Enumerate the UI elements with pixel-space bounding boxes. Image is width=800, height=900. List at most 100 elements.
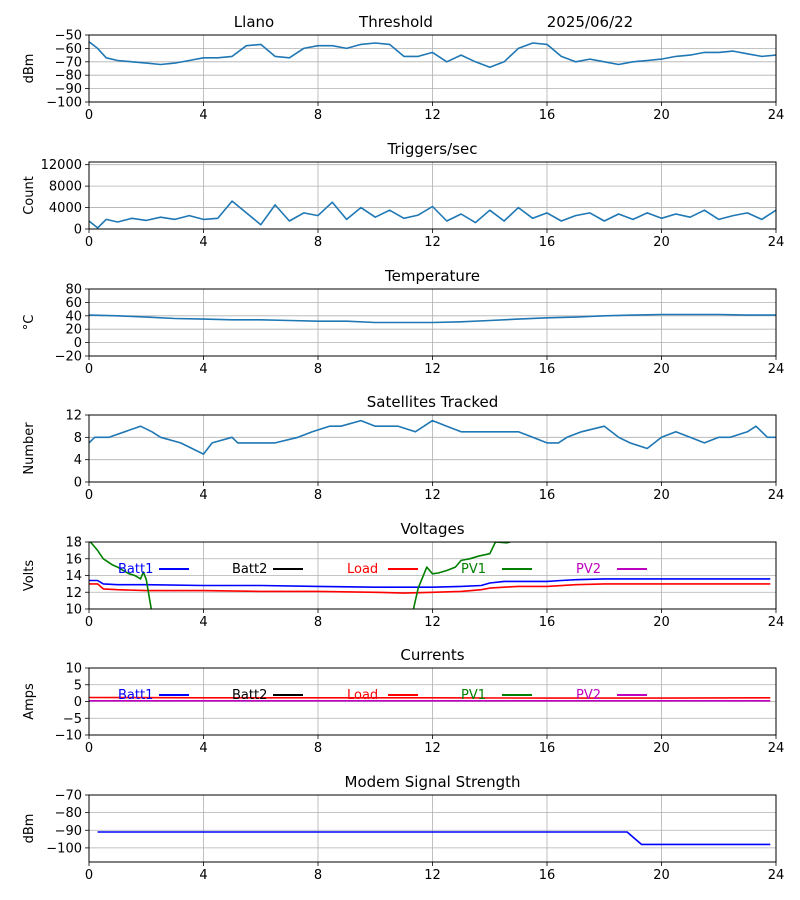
legend-label-batt2: Batt2 (232, 562, 267, 577)
x-tick-label: 24 (768, 362, 785, 377)
x-tick-label: 12 (424, 741, 441, 756)
x-tick-label: 12 (424, 108, 441, 123)
legend-label-batt1: Batt1 (118, 562, 153, 577)
chart-panel-threshold: 0 4 8 12 16 20 24 −100−90−80−70−60−50 dBm (22, 29, 784, 124)
chart-panel-triggers: 0 4 8 12 16 20 24 0 4000 8000 12000 Triggers/sec Cou… (22, 140, 784, 250)
y-tick-label: 0 (74, 223, 82, 238)
x-tick-label: 8 (314, 235, 322, 250)
chart-title: Triggers/sec (387, 140, 478, 158)
x-tick-label: 0 (85, 868, 93, 883)
x-tick-label: 8 (314, 741, 322, 756)
series-group (89, 419, 776, 455)
y-axis-label: Count (22, 176, 37, 215)
y-tick-label: 0 (74, 336, 82, 351)
x-tick-label: 16 (539, 488, 556, 503)
y-tick-label: 10 (65, 603, 82, 618)
y-axis-label: dBm (22, 814, 37, 844)
x-tick-label: 16 (539, 235, 556, 250)
x-tick-label: 24 (768, 108, 785, 123)
x-tick-label: 24 (768, 615, 785, 630)
y-tick-label: 60 (65, 296, 82, 311)
y-tick-label: −20 (55, 350, 82, 365)
x-tick-label: 4 (199, 362, 207, 377)
x-tick-label: 16 (539, 741, 556, 756)
x-tick-label: 8 (314, 488, 322, 503)
y-tick-label: 8000 (49, 180, 82, 195)
x-tick-label: 20 (653, 615, 670, 630)
x-tick-label: 4 (199, 235, 207, 250)
y-tick-label: −80 (55, 69, 82, 84)
header-mode: Threshold (358, 13, 433, 31)
y-tick-label: −60 (55, 42, 82, 57)
chart-title: Satellites Tracked (367, 393, 498, 411)
y-tick-label: 16 (65, 552, 82, 567)
header-date: 2025/06/22 (547, 13, 633, 31)
x-tick-label: 0 (85, 235, 93, 250)
y-tick-label: −10 (55, 729, 82, 744)
x-tick-label: 8 (314, 362, 322, 377)
series-line (89, 313, 776, 324)
series-line-load (89, 583, 771, 594)
y-axis-label: °C (22, 315, 37, 331)
series-line (89, 419, 776, 455)
series-group (89, 41, 776, 68)
legend-label-pv2: PV2 (576, 688, 601, 703)
x-tick-label: 4 (199, 488, 207, 503)
x-tick-label: 12 (424, 615, 441, 630)
y-tick-label: 14 (65, 569, 82, 584)
legend-label-batt2: Batt2 (232, 688, 267, 703)
y-tick-label: 0 (74, 476, 82, 491)
y-tick-label: −90 (55, 824, 82, 839)
legend-label-load: Load (347, 688, 378, 703)
y-axis-label: Number (22, 422, 37, 475)
legend-label-pv1: PV1 (461, 688, 486, 703)
x-tick-label: 0 (85, 362, 93, 377)
x-tick-label: 8 (314, 615, 322, 630)
series-group (89, 200, 776, 229)
x-tick-label: 16 (539, 108, 556, 123)
x-tick-label: 0 (85, 741, 93, 756)
x-tick-label: 4 (199, 108, 207, 123)
y-axis-label: Amps (22, 683, 37, 720)
x-tick-label: 20 (653, 868, 670, 883)
x-tick-label: 8 (314, 108, 322, 123)
y-tick-label: −100 (46, 841, 82, 856)
x-tick-label: 20 (653, 108, 670, 123)
x-tick-label: 24 (768, 741, 785, 756)
y-tick-label: −50 (55, 29, 82, 44)
x-tick-label: 12 (424, 868, 441, 883)
y-tick-label: −100 (46, 96, 82, 111)
y-tick-label: 80 (65, 283, 82, 298)
legend-label-pv2: PV2 (576, 562, 601, 577)
y-tick-label: 18 (65, 536, 82, 551)
y-tick-label: 12000 (41, 158, 82, 173)
y-tick-label: −70 (55, 789, 82, 804)
y-tick-label: 12 (65, 586, 82, 601)
y-axis-label: Volts (22, 560, 37, 592)
series-line (89, 200, 776, 229)
series-group (97, 831, 771, 846)
y-axis-label: dBm (22, 54, 37, 84)
x-tick-label: 16 (539, 615, 556, 630)
chart-title: Modem Signal Strength (345, 773, 521, 791)
x-tick-label: 20 (653, 362, 670, 377)
chart-panel-satellites: 0 4 8 12 16 20 24 0 4 8 12 Satellites Tracked Number (22, 393, 784, 503)
x-tick-label: 20 (653, 235, 670, 250)
series-group (89, 542, 771, 609)
series-line (97, 831, 771, 846)
series-line-pv1 (89, 542, 513, 609)
y-tick-label: 0 (74, 695, 82, 710)
x-tick-label: 16 (539, 362, 556, 377)
x-tick-label: 20 (653, 488, 670, 503)
legend-label-batt1: Batt1 (118, 688, 153, 703)
chart-panel-modem: 0 4 8 12 16 20 24 −100 −90 −80 −70 Modem Signal Str… (22, 773, 784, 883)
x-tick-label: 12 (424, 488, 441, 503)
y-tick-label: 4 (74, 453, 82, 468)
y-tick-label: 8 (74, 431, 82, 446)
